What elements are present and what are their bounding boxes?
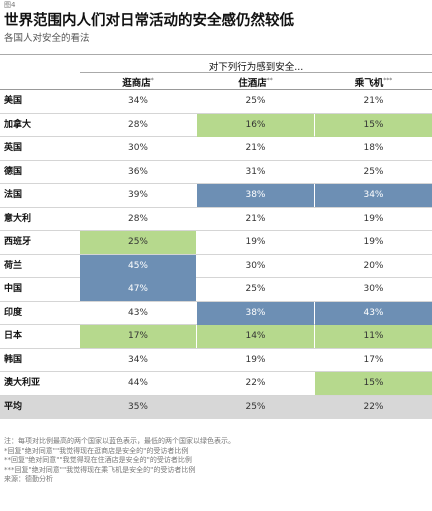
row-label: 日本	[4, 331, 23, 341]
footnote: 来源：德勤分析	[4, 475, 53, 483]
table-cell: 30%	[363, 284, 384, 294]
table-cell: 38%	[197, 184, 314, 207]
table-cell: 21%	[245, 213, 266, 224]
row-label: 英国	[4, 143, 23, 153]
table-row: 韩国 34% 19% 17%	[0, 349, 432, 372]
table-cell: 25%	[245, 96, 266, 106]
table-cell: 43%	[315, 301, 432, 325]
table-cell: 30%	[245, 260, 266, 271]
table-cell: 11%	[315, 325, 432, 348]
average-row: 平均 35% 25% 22%	[0, 395, 432, 419]
table-cell: 30%	[127, 143, 148, 153]
table-cell: 19%	[245, 354, 266, 365]
table-row: 法国 39% 38% 34%	[0, 184, 432, 208]
row-label: 德国	[4, 166, 23, 177]
footnote: 注：每项对比例最高的两个国家以蓝色表示，最低的两个国家以绿色表示。	[4, 437, 235, 445]
table-row: 意大利 28% 21% 19%	[0, 208, 432, 231]
column-group-label: 对下列行为感到安全...	[208, 62, 304, 73]
footnote: **回复"绝对同意""我觉得现在住酒店是安全的"的受访者比例	[4, 456, 192, 464]
table-row: 澳大利亚 44% 22% 15%	[0, 372, 432, 396]
table-cell: 17%	[363, 354, 384, 365]
table-cell: 45%	[80, 254, 196, 278]
table-cell: 25%	[245, 284, 266, 294]
table-cell: 17%	[80, 325, 196, 348]
table-row: 德国 36% 31% 25%	[0, 161, 432, 184]
table-cell: 20%	[363, 260, 384, 271]
table-cell: 19%	[363, 237, 384, 247]
table-row: 日本 17% 14% 11%	[0, 325, 432, 349]
table-cell: 38%	[197, 301, 314, 325]
table-row: 荷兰 45% 30% 20%	[0, 254, 432, 278]
footnote: ***回复"绝对同意""我觉得现在乘飞机是安全的"的受访者比例	[4, 465, 196, 474]
table-cell: 19%	[363, 213, 384, 224]
row-label: 澳大利亚	[4, 378, 41, 388]
row-label: 西班牙	[4, 237, 32, 247]
column-header-flight: 乘飞机***	[354, 76, 393, 89]
table-cell: 44%	[127, 378, 148, 388]
table-cell: 28%	[127, 213, 148, 224]
column-header-rule	[0, 89, 432, 90]
column-header-shopping: 逛商店*	[122, 76, 154, 89]
table-cell: 35%	[127, 401, 148, 412]
header-rule	[80, 72, 432, 73]
table-cell: 18%	[363, 143, 384, 153]
table-row: 中国 47% 25% 30%	[0, 278, 432, 302]
footnotes: 注：每项对比例最高的两个国家以蓝色表示，最低的两个国家以绿色表示。 *回复"绝对…	[4, 437, 428, 485]
table-cell: 22%	[363, 401, 384, 412]
table-cell: 34%	[127, 354, 148, 365]
table-row: 英国 30% 21% 18%	[0, 137, 432, 161]
table-cell: 47%	[80, 278, 196, 301]
table-cell: 31%	[245, 166, 266, 177]
table-row: 美国 34% 25% 21%	[0, 90, 432, 114]
table-cell: 15%	[315, 113, 432, 137]
table-cell: 25%	[80, 231, 196, 254]
table-cell: 43%	[127, 307, 148, 318]
table-cell: 39%	[127, 190, 148, 200]
row-label: 韩国	[4, 354, 23, 365]
table-row: 印度 43% 38% 43%	[0, 301, 432, 325]
row-label: 加拿大	[4, 119, 32, 130]
column-header-hotel: 住酒店**	[238, 76, 273, 89]
chart-subtitle: 各国人对安全的看法	[4, 33, 90, 44]
table-cell: 28%	[127, 119, 148, 130]
table-cell: 15%	[315, 372, 432, 395]
table-cell: 34%	[127, 96, 148, 106]
row-label: 美国	[4, 96, 23, 106]
row-label: 意大利	[4, 213, 32, 224]
table-row: 西班牙 25% 19% 19%	[0, 231, 432, 255]
table-cell: 21%	[245, 143, 266, 153]
table-cell: 19%	[245, 237, 266, 247]
row-label: 法国	[4, 190, 23, 200]
row-label: 荷兰	[4, 260, 23, 271]
table-cell: 34%	[315, 184, 432, 207]
footnote: *回复"绝对同意""我觉得现在逛商店是安全的"的受访者比例	[4, 446, 189, 455]
table-cell: 36%	[127, 166, 148, 177]
table-row: 加拿大 28% 16% 15%	[0, 113, 432, 137]
figure-label: 图4	[4, 1, 16, 9]
table-cell: 22%	[245, 378, 266, 388]
row-label: 中国	[4, 284, 23, 294]
table-cell: 16%	[197, 113, 314, 137]
top-rule	[0, 54, 432, 55]
chart-title: 世界范围内人们对日常活动的安全感仍然较低	[4, 13, 294, 29]
table-cell: 25%	[245, 401, 266, 412]
table-cell: 14%	[197, 325, 314, 348]
row-label: 印度	[4, 307, 23, 318]
table-cell: 25%	[363, 166, 384, 177]
table-cell: 21%	[363, 96, 384, 106]
row-label: 平均	[4, 401, 23, 412]
